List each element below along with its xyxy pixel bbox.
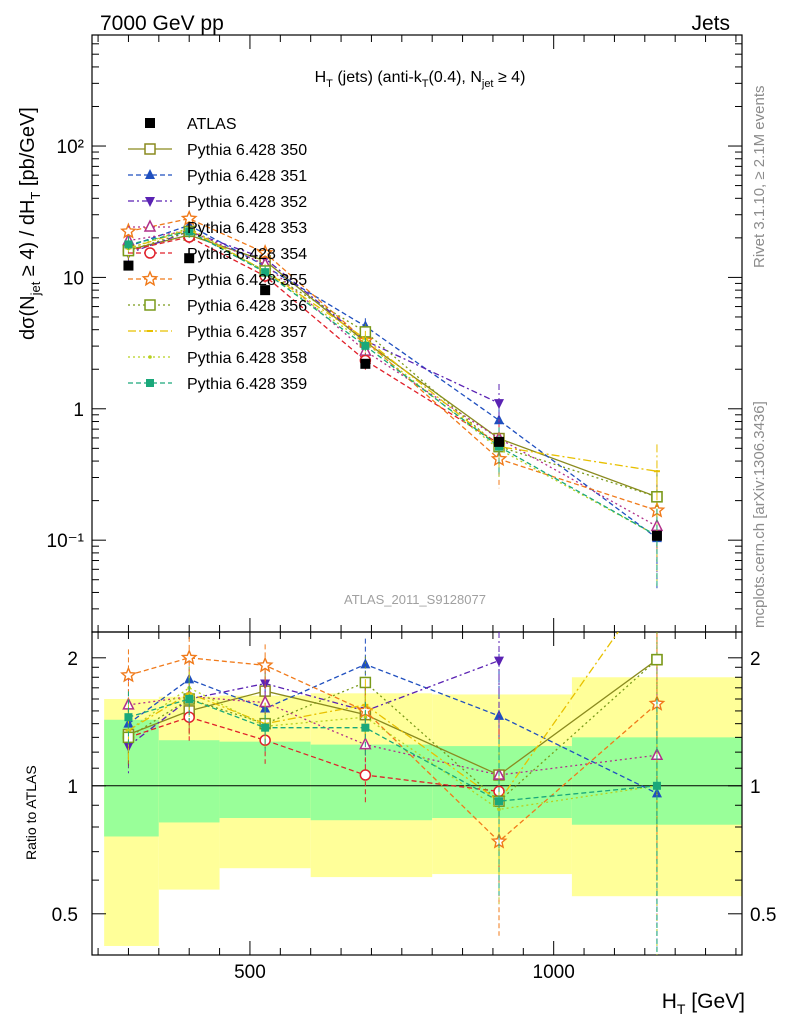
marker <box>141 270 159 287</box>
atlas-point <box>123 260 134 271</box>
x-tick-label: 1000 <box>533 962 575 983</box>
ratio-series-line <box>128 696 658 776</box>
atlas-point <box>360 358 371 369</box>
marker <box>185 227 194 236</box>
marker <box>495 797 504 806</box>
legend-label: Pythia 6.428 357 <box>187 324 307 341</box>
marker <box>652 781 661 790</box>
atlas-point <box>651 530 662 541</box>
marker <box>261 268 270 277</box>
marker <box>124 713 133 722</box>
ratio-tick-label: 1 <box>67 777 78 798</box>
header-left-text: 7000 GeV pp <box>100 12 224 35</box>
ratio-y-axis-label: Ratio to ATLAS <box>23 765 39 860</box>
ratio-series-line <box>128 716 500 793</box>
series-line <box>128 234 658 498</box>
series-line <box>128 217 658 512</box>
legend-label: Pythia 6.428 351 <box>187 168 307 185</box>
legend-label: ATLAS <box>187 116 237 133</box>
marker <box>363 715 368 719</box>
marker <box>261 723 270 732</box>
marker <box>494 656 505 667</box>
marker <box>148 355 152 359</box>
marker <box>361 341 370 350</box>
y-tick-label: 1 <box>73 400 84 421</box>
marker <box>126 728 131 733</box>
axes-frames <box>91 34 743 956</box>
atlas-point <box>184 253 195 264</box>
marker <box>120 222 137 239</box>
ratio-series-line <box>128 663 658 794</box>
legend-atlas-marker <box>145 118 155 128</box>
marker <box>124 240 133 249</box>
ratio-tick-label-right: 1 <box>750 777 761 798</box>
legend: ATLAS Pythia 6.428 350 Pythia 6.428 351 Pyt… <box>128 116 307 393</box>
atlas-uncertainty-bands <box>104 677 742 946</box>
side-text-mcplots: mcplots.cern.ch [arXiv:1306.3436] <box>751 401 768 628</box>
marker <box>256 244 274 261</box>
ratio-tick-label-right: 0.5 <box>750 905 776 926</box>
ratio-tick-label-right: 2 <box>750 649 761 670</box>
legend-label: Pythia 6.428 359 <box>187 376 307 393</box>
series-line <box>128 230 658 537</box>
band-inner <box>432 746 572 818</box>
y-tick-label: 10² <box>57 137 84 158</box>
side-text-rivet: Rivet 3.1.10, ≥ 2.1M events <box>751 86 768 269</box>
marker <box>359 769 372 781</box>
atlas-data-points <box>123 253 662 541</box>
legend-label: Pythia 6.428 352 <box>187 194 307 211</box>
series-line <box>128 228 658 472</box>
series-line <box>128 230 658 498</box>
marker <box>145 197 155 207</box>
atlas-point <box>494 436 505 447</box>
ratio-series-line <box>128 687 658 811</box>
tick-labels: 500 1000 10⁻¹ 1 10 10² 0.5 0.5 1 1 2 2 <box>47 137 777 983</box>
marker <box>120 666 137 683</box>
legend-label: Pythia 6.428 353 <box>187 220 307 237</box>
marker <box>144 143 156 155</box>
marker <box>144 299 156 311</box>
watermark-text: ATLAS_2011_S9128077 <box>344 592 486 607</box>
series-line <box>128 227 658 537</box>
marker <box>144 247 156 259</box>
series-line <box>128 236 500 445</box>
marker <box>146 379 154 387</box>
x-axis-label: HT [GeV] <box>662 990 745 1017</box>
y-tick-label: 10⁻¹ <box>47 531 85 552</box>
marker <box>497 807 501 812</box>
ratio-series-line <box>128 698 658 802</box>
atlas-point <box>260 285 271 296</box>
marker <box>145 169 155 179</box>
marker <box>256 656 274 673</box>
legend-label: Pythia 6.428 355 <box>187 272 307 289</box>
marker <box>651 653 663 666</box>
marker <box>185 695 194 704</box>
marker <box>180 648 198 665</box>
ratio-series-line <box>128 657 658 843</box>
marker <box>494 399 505 410</box>
legend-label: Pythia 6.428 350 <box>187 142 307 159</box>
marker <box>494 709 505 720</box>
ratio-frame <box>91 631 743 956</box>
marker <box>494 414 505 425</box>
ratio-series-layer <box>120 632 666 955</box>
header-right-text: Jets <box>691 12 730 35</box>
ratio-series-line <box>128 632 619 803</box>
ratio-tick-label: 2 <box>67 649 78 670</box>
ratio-series-line <box>128 659 658 803</box>
ratio-tick-label: 0.5 <box>52 905 78 926</box>
legend-label: Pythia 6.428 354 <box>187 246 307 263</box>
main-series-layer <box>120 209 666 591</box>
marker <box>143 219 157 232</box>
x-tick-label: 500 <box>234 962 266 983</box>
y-axis-label: dσ(Njet ≥ 4) / dHT [pb/GeV] <box>17 107 43 340</box>
y-tick-label: 10 <box>63 268 84 289</box>
legend-label: Pythia 6.428 356 <box>187 298 307 315</box>
marker <box>361 723 370 732</box>
chart-title: HT (jets) (anti-kT(0.4), Njet ≥ 4) <box>315 69 526 90</box>
legend-label: Pythia 6.428 358 <box>187 350 307 367</box>
band-inner <box>158 740 220 823</box>
